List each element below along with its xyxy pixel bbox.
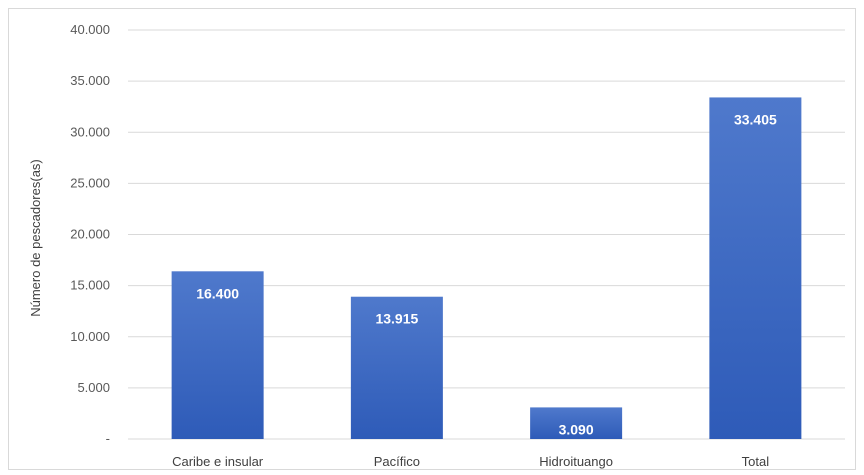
y-tick-label: 30.000 (70, 124, 110, 139)
bar (530, 407, 623, 439)
y-tick-label: 15.000 (70, 278, 110, 293)
y-tick-label: - (106, 431, 110, 446)
bar-value-label: 3.090 (559, 421, 594, 437)
bar-value-label: 33.405 (734, 111, 777, 127)
category-label: Hidroituango (539, 454, 613, 469)
y-axis-title: Número de pescadores(as) (28, 159, 43, 317)
bar (171, 271, 264, 439)
category-label: Total (742, 454, 770, 469)
y-tick-label: 40.000 (70, 22, 110, 37)
y-tick-label: 25.000 (70, 175, 110, 190)
y-axis-ticks: - 5.000 10.000 15.000 20.000 25.000 30.000 35.0… (70, 22, 110, 446)
bar-value-label: 13.915 (375, 311, 418, 327)
data-labels: 16.400 13.915 3.090 33.405 (196, 111, 777, 437)
category-label: Pacífico (374, 454, 420, 469)
category-labels: Caribe e insular Pacífico Hidroituango Tota… (172, 454, 769, 469)
category-label: Caribe e insular (172, 454, 264, 469)
y-tick-label: 10.000 (70, 329, 110, 344)
bar (709, 97, 802, 440)
y-tick-label: 35.000 (70, 73, 110, 88)
y-tick-label: 5.000 (77, 380, 110, 395)
bars (171, 97, 802, 440)
bar-value-label: 16.400 (196, 285, 239, 301)
y-tick-label: 20.000 (70, 227, 110, 242)
bar (350, 296, 443, 439)
